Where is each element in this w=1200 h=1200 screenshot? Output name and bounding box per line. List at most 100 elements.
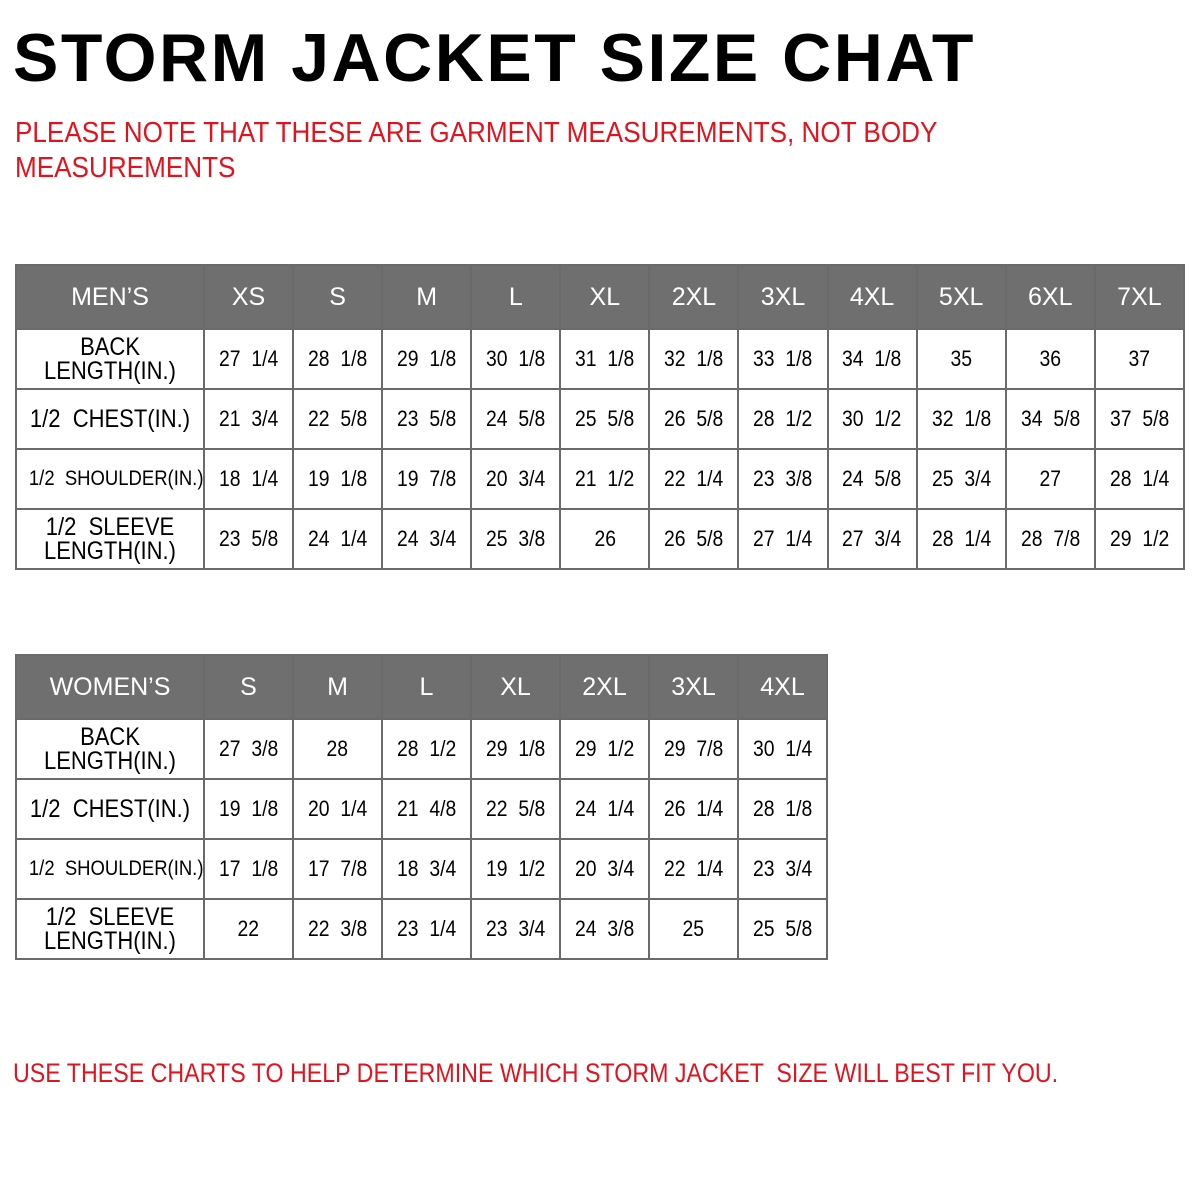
measurement-value: 25 3/8 <box>486 526 546 551</box>
measurement-cell: 26 5/8 <box>648 508 740 570</box>
measurement-cell: 26 <box>559 508 651 570</box>
measurement-value: 23 1/4 <box>396 916 457 941</box>
measurement-cell: 19 7/8 <box>381 448 473 510</box>
measurement-cell: 24 1/4 <box>292 508 384 570</box>
table-row: 1/2 SHOULDER(IN.) 18 1/4 19 1/8 19 7/8 20 3/… <box>15 448 1186 510</box>
measurement-cell: 22 <box>203 898 294 960</box>
measurement-label-line: 1/2 CHEST(IN.) <box>29 405 191 433</box>
measurement-cell: 24 5/8 <box>470 388 562 450</box>
table-row: 1/2 SLEEVE LENGTH(IN.) 22 22 3/8 23 1/4 23 3/… <box>15 898 828 960</box>
size-header-s: S <box>203 654 294 720</box>
measurement-label-line: 1/2 SLEEVE <box>45 513 175 541</box>
table-row: 1/2 SHOULDER(IN.) 17 1/8 17 7/8 18 3/4 19 1/… <box>15 838 828 900</box>
measurement-cell: 22 3/8 <box>292 898 383 960</box>
measurement-cell: 28 1/4 <box>915 508 1007 570</box>
measurement-value: 26 <box>594 526 616 551</box>
measurement-cell: 29 1/8 <box>470 718 561 780</box>
measurement-cell: 32 1/8 <box>648 328 740 390</box>
measurement-value: 31 1/8 <box>575 346 635 371</box>
measurement-value: 25 5/8 <box>752 916 813 941</box>
measurement-cell: 27 1/4 <box>202 328 295 390</box>
measurement-cell: 20 1/4 <box>292 778 383 840</box>
measurement-value: 24 5/8 <box>486 406 546 431</box>
measurement-cell: 23 1/4 <box>381 898 472 960</box>
measurement-value: 26 5/8 <box>664 526 724 551</box>
measurement-value: 22 1/4 <box>664 466 724 491</box>
mens-size-table: MEN’S XS S M L XL 2XL 3XL 4XL 5XL 6XL 7XL BACK LENGTH… <box>15 264 1186 570</box>
page-title: STORM JACKET SIZE CHAT <box>13 20 976 96</box>
measurement-value: 28 7/8 <box>1020 526 1080 551</box>
size-header-m: M <box>381 264 473 330</box>
measurement-label-line: 1/2 SLEEVE <box>45 903 175 931</box>
measurement-value: 28 1/8 <box>752 796 813 821</box>
header-row: WOMEN’S S M L XL 2XL 3XL 4XL <box>15 654 828 720</box>
measurement-label-line: 1/2 SHOULDER(IN.) <box>28 467 204 490</box>
measurement-value: 30 1/4 <box>752 736 813 761</box>
measurement-value: 22 3/8 <box>307 916 368 941</box>
size-header-m: M <box>292 654 383 720</box>
size-header-4xl: 4XL <box>826 264 918 330</box>
measurement-cell: 26 1/4 <box>648 778 739 840</box>
measurement-value: 29 1/8 <box>397 346 457 371</box>
size-header-l: L <box>381 654 472 720</box>
measurement-cell: 20 3/4 <box>559 838 650 900</box>
measurement-cell: 27 <box>1004 448 1096 510</box>
measurement-cell: 25 5/8 <box>559 388 651 450</box>
measurement-cell: 26 5/8 <box>648 388 740 450</box>
measurement-cell: 34 1/8 <box>826 328 918 390</box>
measurement-cell: 18 3/4 <box>381 838 472 900</box>
measurement-cell: 29 1/2 <box>559 718 650 780</box>
measurement-cell: 28 1/8 <box>737 778 828 840</box>
measurement-value: 24 1/4 <box>574 796 635 821</box>
footer-product-name: STORM JACKET <box>585 1058 764 1088</box>
measurement-cell: 27 3/8 <box>203 718 294 780</box>
measurement-cell: 33 1/8 <box>737 328 829 390</box>
measurement-value: 37 5/8 <box>1109 406 1169 431</box>
table-header-label: WOMEN’S <box>15 654 205 720</box>
footer-text: USE THESE CHARTS TO HELP DETERMINE WHICH <box>13 1058 586 1088</box>
measurement-label-line: 1/2 SHOULDER(IN.) <box>28 857 204 880</box>
measurement-cell: 28 1/4 <box>1093 448 1186 510</box>
measurement-label: BACK LENGTH(IN.) <box>15 328 205 390</box>
measurement-value: 19 7/8 <box>397 466 457 491</box>
measurement-cell: 27 3/4 <box>826 508 918 570</box>
size-header-6xl: 6XL <box>1004 264 1096 330</box>
table-header-label: MEN’S <box>15 264 205 330</box>
measurement-value: 22 5/8 <box>308 406 368 431</box>
measurement-cell: 23 5/8 <box>381 388 473 450</box>
measurement-value: 30 1/8 <box>486 346 546 371</box>
womens-size-table: WOMEN’S S M L XL 2XL 3XL 4XL BACK LENGTH(IN.) 27 3… <box>15 654 828 960</box>
measurement-value: 29 1/2 <box>574 736 635 761</box>
measurement-value: 28 1/4 <box>931 526 991 551</box>
measurement-value: 29 7/8 <box>663 736 724 761</box>
measurement-cell: 22 5/8 <box>470 778 561 840</box>
note-line: MEASUREMENTS <box>15 152 236 184</box>
size-header-2xl: 2XL <box>559 654 650 720</box>
garment-note: PLEASE NOTE THAT THESE ARE GARMENT MEASU… <box>15 116 937 186</box>
measurement-value: 26 1/4 <box>663 796 724 821</box>
measurement-value: 28 <box>326 736 349 761</box>
measurement-value: 19 1/2 <box>485 856 546 881</box>
measurement-value: 24 3/8 <box>574 916 635 941</box>
measurement-value: 29 1/2 <box>1109 526 1169 551</box>
measurement-value: 28 1/4 <box>1109 466 1169 491</box>
table-row: BACK LENGTH(IN.) 27 1/4 28 1/8 29 1/8 30 1/8 3… <box>15 328 1186 390</box>
measurement-value: 27 <box>1039 466 1062 491</box>
measurement-cell: 22 1/4 <box>648 448 740 510</box>
measurement-label: 1/2 SLEEVE LENGTH(IN.) <box>15 898 205 960</box>
measurement-label-line: 1/2 CHEST(IN.) <box>29 795 191 823</box>
measurement-label: 1/2 SLEEVE LENGTH(IN.) <box>15 508 205 570</box>
measurement-value: 23 5/8 <box>218 526 279 551</box>
measurement-cell: 30 1/4 <box>737 718 828 780</box>
measurement-value: 28 1/2 <box>753 406 813 431</box>
measurement-value: 24 1/4 <box>308 526 368 551</box>
measurement-value: 19 1/8 <box>308 466 368 491</box>
measurement-cell: 17 1/8 <box>203 838 294 900</box>
measurement-cell: 30 1/8 <box>470 328 562 390</box>
size-header-2xl: 2XL <box>648 264 740 330</box>
measurement-value: 32 1/8 <box>664 346 724 371</box>
measurement-cell: 28 1/2 <box>381 718 472 780</box>
measurement-value: 30 1/2 <box>842 406 902 431</box>
measurement-value: 36 <box>1039 346 1062 371</box>
measurement-value: 24 5/8 <box>842 466 902 491</box>
